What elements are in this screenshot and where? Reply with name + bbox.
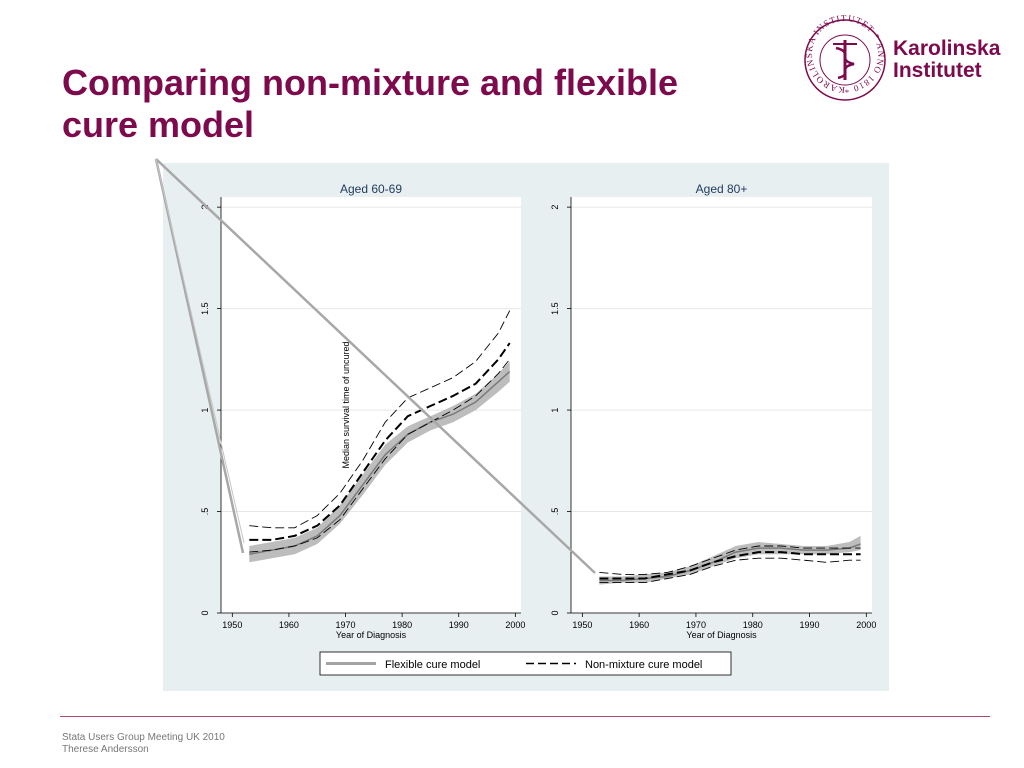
x-tick-label: 1960 — [629, 620, 649, 630]
callout-line — [154, 158, 245, 554]
slide-title-line2: cure model — [62, 104, 255, 145]
x-axis-label: Year of Diagnosis — [686, 630, 757, 640]
y-tick-label: 2 — [550, 205, 560, 210]
y-tick-label: 0 — [550, 610, 560, 615]
x-tick-label: 1950 — [572, 620, 592, 630]
y-tick-label: 0 — [200, 610, 210, 615]
nonmixture-ci-line — [249, 310, 511, 529]
x-tick-label: 1990 — [449, 620, 469, 630]
x-tick-label: 1980 — [743, 620, 763, 630]
nonmixture-ci-line — [599, 557, 861, 584]
y-tick-label: 1 — [550, 408, 560, 413]
panel-title: Aged 80+ — [696, 182, 748, 196]
footer-author: Therese Andersson — [62, 744, 149, 755]
y-tick-label: 1.5 — [200, 302, 210, 315]
footer-event: Stata Users Group Meeting UK 2010 — [62, 732, 225, 743]
x-axis-label: Year of Diagnosis — [336, 630, 407, 640]
nonmixture-ci-line — [599, 545, 861, 575]
logo-wordmark: Karolinska Institutet — [893, 38, 1000, 82]
y-tick-label: 1 — [200, 408, 210, 413]
plot-area — [571, 197, 872, 613]
flexible-band — [599, 535, 861, 585]
nonmixture-ci-line — [249, 359, 511, 553]
legend-label: Non-mixture cure model — [585, 659, 702, 671]
x-tick-label: 2000 — [856, 620, 876, 630]
logo-name-line1: Karolinska — [893, 37, 1001, 60]
x-tick-label: 1980 — [392, 620, 412, 630]
x-tick-label: 1970 — [686, 620, 706, 630]
footer: Stata Users Group Meeting UK 2010 Theres… — [62, 732, 225, 756]
x-tick-label: 2000 — [505, 620, 525, 630]
callout-line — [155, 158, 245, 544]
y-tick-label: .5 — [550, 508, 560, 516]
y-tick-label: 1.5 — [550, 302, 560, 315]
x-tick-label: 1970 — [336, 620, 356, 630]
x-tick-label: 1950 — [222, 620, 242, 630]
legend-box — [319, 651, 732, 676]
logo: KAROLINSKA INSTITUTET * ANNO 1810 * — [804, 14, 886, 101]
panel-title: Aged 60-69 — [340, 182, 402, 196]
callout-line — [155, 158, 596, 574]
logo-name-line2: Institutet — [893, 59, 982, 82]
legend-label: Flexible cure model — [385, 659, 480, 671]
y-axis-label: Median survival time of uncured — [341, 341, 351, 468]
y-tick-label: .5 — [200, 508, 210, 516]
footer-divider — [60, 716, 990, 717]
nonmixture-line — [599, 551, 861, 580]
slide-title: Comparing non-mixture and flexible cure … — [62, 62, 782, 146]
nonmixture-line — [249, 342, 511, 541]
x-tick-label: 1960 — [279, 620, 299, 630]
y-tick-label: 2 — [200, 205, 210, 210]
slide-title-line1: Comparing non-mixture and flexible — [62, 62, 679, 103]
x-tick-label: 1990 — [800, 620, 820, 630]
